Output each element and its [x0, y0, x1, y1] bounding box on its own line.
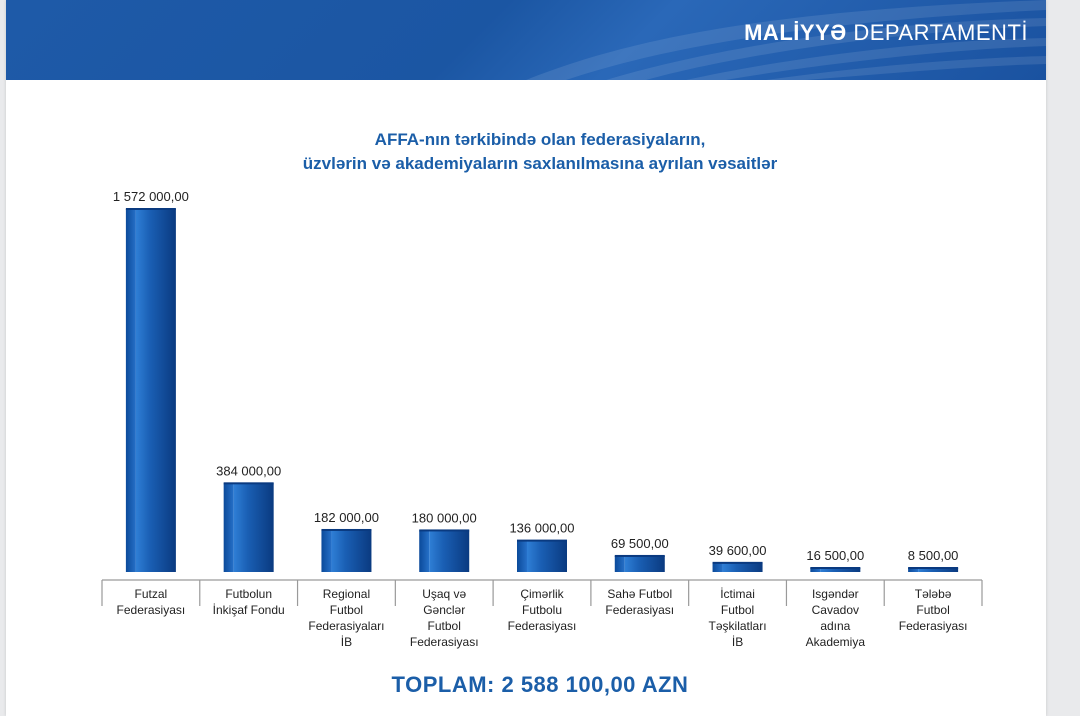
chart-title-line-2: üzvlərin və akademiyaların saxlanılmasın… — [302, 154, 778, 173]
category-label: Akademiya — [806, 635, 866, 649]
category-label: Tələbə — [915, 587, 952, 601]
bar-side — [614, 555, 625, 572]
bar-top — [908, 567, 959, 569]
category-label: İnkişaf Fondu — [213, 603, 285, 617]
category-label: Federasiyası — [117, 603, 186, 617]
bar-value-label: 8 500,00 — [908, 548, 959, 563]
bar — [918, 568, 959, 572]
category-label: Isgəndər — [812, 587, 859, 601]
bar-side — [321, 529, 332, 572]
bar-top — [614, 554, 665, 557]
bar-side — [223, 483, 234, 572]
category-label: Federasiyası — [508, 619, 577, 633]
category-label: Federasiyası — [410, 635, 479, 649]
bar-side — [810, 568, 821, 572]
category-label: Futbol — [721, 603, 754, 617]
bar-value-label: 39 600,00 — [709, 543, 767, 558]
bar-side — [908, 568, 919, 572]
department-title: MALİYYƏ DEPARTAMENTİ — [744, 20, 1028, 46]
category-label: Futbolun — [225, 587, 272, 601]
bar-top — [125, 208, 176, 210]
bar-top — [712, 561, 763, 564]
department-title-strong: MALİYYƏ — [744, 20, 847, 45]
category-label: Futbolu — [522, 603, 562, 617]
banner-stripes — [526, 0, 1046, 80]
report-page: MALİYYƏ DEPARTAMENTİ — [6, 0, 1046, 716]
total-amount: TOPLAM: 2 588 100,00 AZN — [391, 672, 689, 697]
category-label: Futbol — [916, 603, 949, 617]
bar-side — [125, 209, 136, 572]
bar — [820, 568, 861, 572]
bar-value-label: 182 000,00 — [314, 510, 379, 525]
bar-top — [321, 528, 372, 531]
category-label: adına — [820, 619, 850, 633]
bar-value-label: 69 500,00 — [611, 536, 669, 551]
category-label: İctimai — [720, 587, 755, 601]
bar-top — [419, 529, 470, 532]
bar-side — [712, 562, 723, 572]
category-label: İB — [341, 635, 352, 649]
bar-top — [223, 482, 274, 485]
category-label: Təşkilatları — [709, 619, 767, 633]
bar-value-label: 1 572 000,00 — [113, 189, 189, 204]
category-label: Gənclər — [423, 603, 465, 617]
bar-value-label: 16 500,00 — [806, 548, 864, 563]
category-label: Çimərlik — [520, 587, 564, 601]
chart-title: AFFA-nın tərkibində olan federasiyaların… — [0, 128, 1080, 176]
bar-side — [517, 540, 527, 572]
category-label: İB — [732, 635, 743, 649]
category-label: Futbol — [330, 603, 363, 617]
category-label: Regional — [323, 587, 370, 601]
bar — [331, 529, 372, 572]
bar-value-label: 384 000,00 — [216, 463, 281, 478]
bar-top — [810, 567, 861, 569]
bar-value-label: 180 000,00 — [412, 510, 477, 525]
bar — [429, 530, 470, 572]
category-label: Federasiyaları — [308, 619, 384, 633]
category-label: Cavadov — [812, 603, 859, 617]
bar — [233, 483, 274, 572]
bar-top — [517, 539, 567, 542]
category-label: Uşaq və — [422, 587, 466, 601]
category-label: Federasiyası — [605, 603, 674, 617]
bar — [527, 540, 567, 572]
category-label: Futbol — [428, 619, 461, 633]
category-label: Futzal — [135, 587, 168, 601]
chart-title-line-1: AFFA-nın tərkibində olan federasiyaların… — [374, 130, 706, 149]
bar — [722, 562, 763, 572]
bar — [624, 555, 665, 572]
category-label: Sahə Futbol — [607, 587, 672, 601]
header-banner: MALİYYƏ DEPARTAMENTİ — [6, 0, 1046, 80]
bar-side — [419, 530, 430, 572]
bar — [135, 209, 176, 572]
department-title-light: DEPARTAMENTİ — [846, 20, 1028, 45]
category-label: Federasiyası — [899, 619, 968, 633]
bar-value-label: 136 000,00 — [509, 521, 574, 536]
